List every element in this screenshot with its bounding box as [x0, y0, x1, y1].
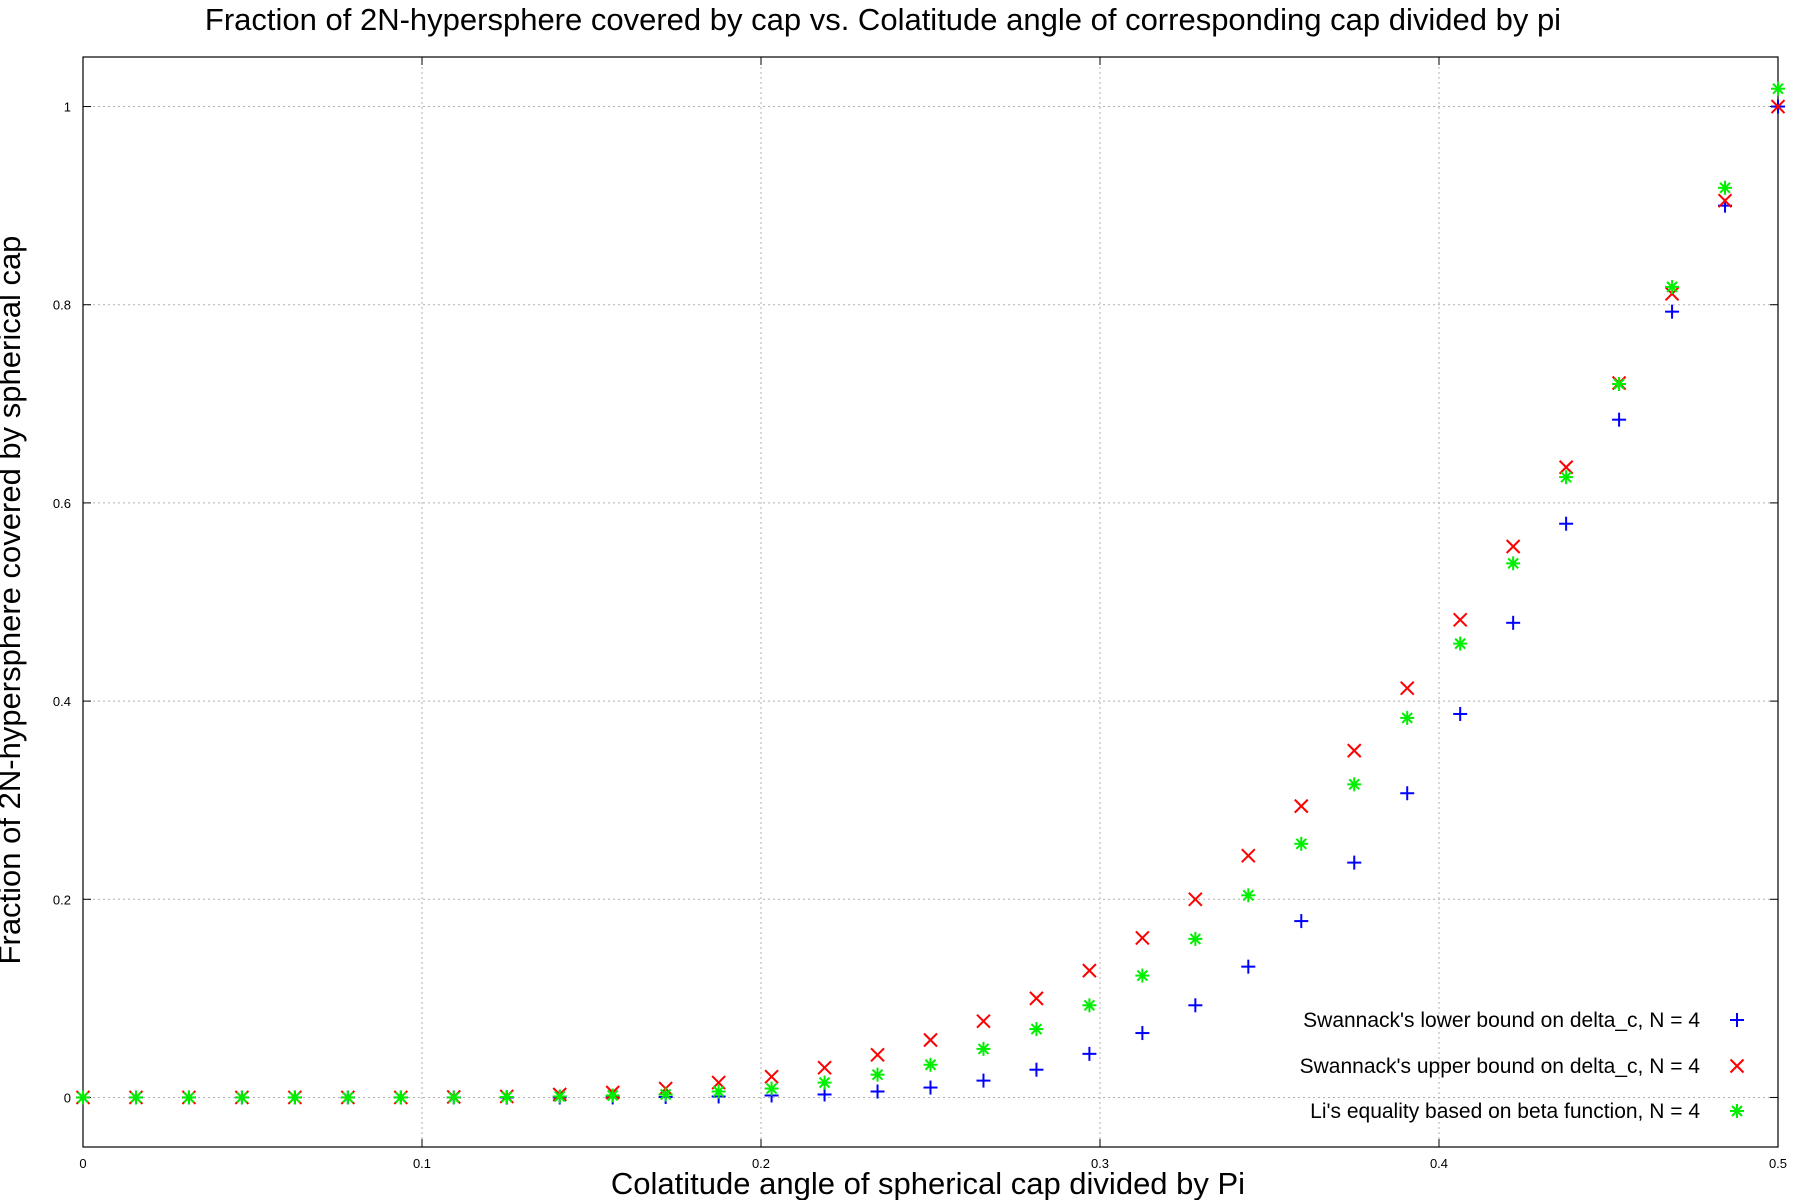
- data-point: [1294, 914, 1309, 929]
- data-point: [128, 1090, 143, 1105]
- data-point: [1029, 1062, 1044, 1077]
- data-point: [1241, 848, 1256, 863]
- x-tick-label: 0.3: [1091, 1156, 1109, 1171]
- data-point: [393, 1090, 408, 1105]
- data-point: [1400, 681, 1415, 696]
- data-point: [1188, 998, 1203, 1013]
- data-point: [76, 1090, 90, 1105]
- data-point: [1717, 193, 1733, 208]
- data-point: [1135, 968, 1150, 983]
- data-point: [923, 1057, 938, 1072]
- data-point: [552, 1089, 567, 1104]
- chart-title: Fraction of 2N-hypersphere covered by ca…: [205, 2, 1561, 37]
- data-point: [1612, 412, 1627, 427]
- data-point: [1294, 836, 1309, 851]
- data-point: [1082, 963, 1097, 978]
- data-point: [181, 1090, 196, 1105]
- data-point: [1559, 516, 1574, 531]
- data-point: [1559, 470, 1574, 485]
- data-point: [499, 1089, 514, 1104]
- x-tick-label: 0.1: [413, 1156, 431, 1171]
- data-point: [817, 1075, 832, 1090]
- data-point: [1400, 710, 1415, 725]
- data-point: [1188, 892, 1203, 907]
- y-tick-label: 0.6: [53, 496, 71, 511]
- data-point: [340, 1090, 355, 1105]
- data-point: [1453, 636, 1468, 651]
- data-point: [1188, 931, 1203, 946]
- data-point: [1400, 786, 1415, 801]
- data-point: [1135, 930, 1150, 946]
- data-point: [764, 1081, 779, 1096]
- legend-label: Li's equality based on beta function, N …: [1310, 1100, 1700, 1123]
- data-point: [976, 1041, 991, 1056]
- plot-frame: [82, 56, 1779, 1148]
- data-point: [976, 1073, 991, 1088]
- data-point: [1135, 1026, 1150, 1041]
- x-tick-label: 0: [79, 1156, 86, 1171]
- y-tick-label: 0: [64, 1090, 71, 1105]
- y-tick-label: 1: [64, 100, 71, 115]
- data-point: [1506, 615, 1521, 630]
- data-point: [1029, 991, 1044, 1006]
- data-point: [1453, 706, 1468, 721]
- data-point: [1347, 743, 1362, 758]
- data-point: [870, 1067, 885, 1082]
- data-point: [923, 1080, 938, 1095]
- y-tick-label: 0.2: [53, 892, 71, 907]
- data-point: [287, 1090, 302, 1105]
- data-point: [1029, 1022, 1044, 1037]
- legend-label: Swannack's lower bound on delta_c, N = 4: [1303, 1009, 1700, 1032]
- data-point: [764, 1069, 779, 1084]
- data-point: [817, 1087, 832, 1102]
- legend-marker: [1729, 1058, 1745, 1074]
- series-3: [76, 81, 1785, 1105]
- legend-marker: [1730, 1013, 1744, 1027]
- data-point: [1347, 855, 1362, 870]
- data-point: [1082, 1046, 1097, 1061]
- data-point: [1506, 556, 1521, 571]
- data-point: [923, 1032, 938, 1048]
- data-point: [1770, 99, 1786, 114]
- data-point: [870, 1084, 885, 1099]
- legend: Swannack's lower bound on delta_c, N = 4…: [1300, 1009, 1745, 1123]
- legend-label: Swannack's upper bound on delta_c, N = 4: [1300, 1055, 1701, 1078]
- x-tick-label: 0.2: [752, 1156, 770, 1171]
- legend-marker: [1730, 1104, 1744, 1118]
- x-axis-label: Colatitude angle of spherical cap divide…: [611, 1166, 1245, 1200]
- data-point: [711, 1084, 726, 1099]
- data-point: [1347, 777, 1362, 792]
- y-axis-label: Fraction of 2N-hypersphere covered by sp…: [0, 236, 27, 965]
- data-point: [1505, 539, 1521, 554]
- data-point: [605, 1088, 620, 1103]
- x-tick-label: 0.5: [1769, 1156, 1787, 1171]
- data-point: [1294, 798, 1309, 814]
- axis-ticks: 0 0.1 0.2 0.3 0.4 0.5 0 0.2 0.4 0.6 0.8 1: [53, 57, 1787, 1171]
- data-point: [1665, 304, 1680, 319]
- data-point: [234, 1090, 249, 1105]
- data-point: [1771, 81, 1785, 96]
- grid-lines: [83, 57, 1778, 1147]
- data-point: [658, 1087, 673, 1102]
- y-tick-label: 0.4: [53, 694, 71, 709]
- data-point: [1082, 998, 1097, 1013]
- series-1: [76, 99, 1785, 1105]
- data-point: [870, 1047, 885, 1063]
- series-2: [75, 99, 1786, 1105]
- data-point: [817, 1060, 832, 1075]
- data-point: [1718, 180, 1733, 195]
- x-tick-label: 0.4: [1430, 1156, 1448, 1171]
- data-point: [1665, 279, 1680, 294]
- data-point: [1452, 612, 1468, 628]
- data-points: [75, 81, 1786, 1105]
- data-point: [1612, 377, 1627, 391]
- data-point: [446, 1090, 461, 1105]
- data-point: [976, 1013, 991, 1029]
- y-tick-label: 0.8: [53, 298, 71, 313]
- data-point: [1241, 959, 1256, 974]
- data-point: [1241, 888, 1256, 903]
